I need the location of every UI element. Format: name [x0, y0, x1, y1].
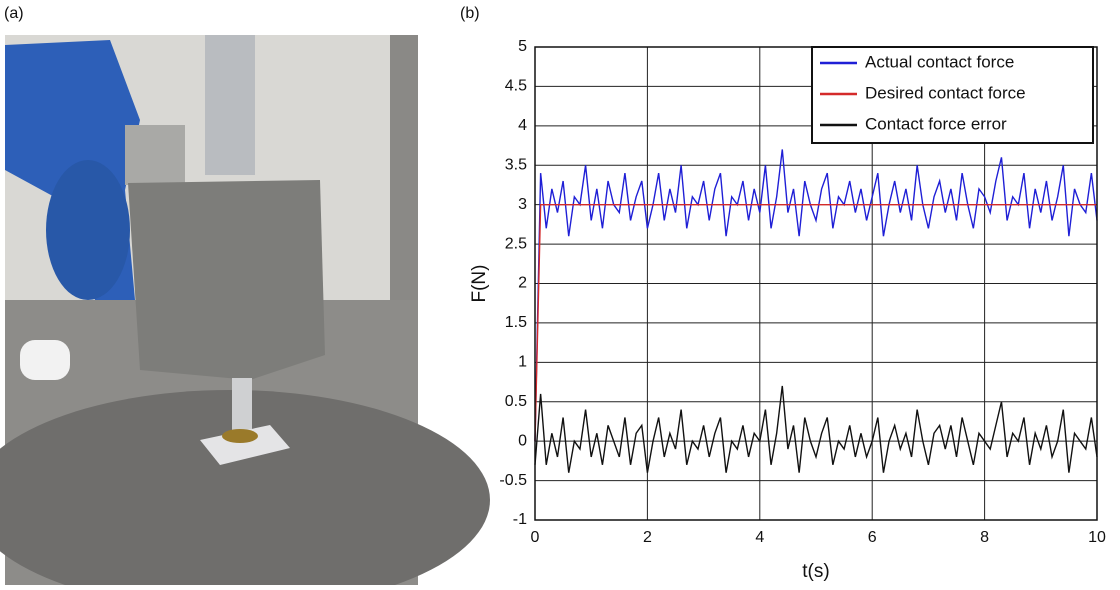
legend-label: Desired contact force	[865, 83, 1026, 102]
y-tick-label: 3.5	[505, 156, 527, 173]
x-tick-label: 10	[1088, 529, 1106, 546]
compressor	[20, 340, 70, 380]
legend-label: Actual contact force	[865, 52, 1014, 71]
legend-box	[811, 46, 1094, 144]
x-tick-label: 6	[868, 529, 877, 546]
x-tick-label: 4	[755, 529, 764, 546]
y-tick-label: 1.5	[505, 314, 527, 331]
x-tick-label: 0	[531, 529, 540, 546]
plate	[125, 125, 185, 185]
tool-head	[222, 429, 258, 443]
photo	[0, 35, 490, 590]
x-axis-label: t(s)	[802, 561, 829, 582]
x-tick-label: 8	[980, 529, 989, 546]
y-tick-label: 1	[518, 354, 527, 371]
platform	[0, 390, 490, 590]
y-axis-label: F(N)	[469, 265, 490, 303]
panel-label: (a)	[4, 5, 24, 22]
work-piece	[200, 425, 290, 465]
legend-label: Contact force error	[865, 114, 1007, 133]
y-tick-label: 3	[518, 196, 527, 213]
y-tick-label: 4	[518, 117, 527, 134]
robot-joint	[46, 160, 130, 300]
y-tick-label: 5	[518, 38, 527, 55]
y-tick-label: -0.5	[499, 472, 527, 489]
y-tick-label: 2.5	[505, 235, 527, 252]
y-tick-label: 0	[518, 432, 527, 449]
data-line	[534, 203, 1097, 442]
y-tick-label: -1	[513, 511, 527, 528]
sensor-mount	[205, 35, 255, 175]
x-tick-label: 2	[643, 529, 652, 546]
data-line	[534, 385, 1098, 473]
y-tick-label: 0.5	[505, 393, 527, 410]
tool-shaft	[232, 378, 252, 433]
y-tick-label: 4.5	[505, 78, 527, 95]
panel-label: (b)	[460, 5, 480, 22]
metal-box	[128, 180, 325, 380]
y-tick-label: 2	[518, 275, 527, 292]
